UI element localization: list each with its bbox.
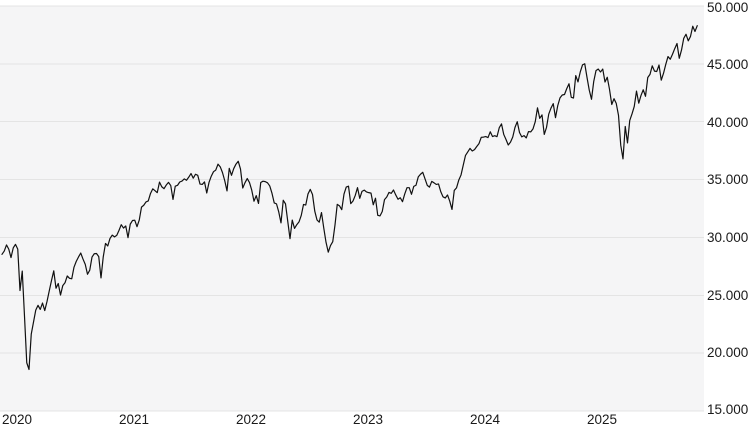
y-tick-15000: 15.000 (707, 402, 749, 417)
price-line-series (1, 25, 698, 371)
x-tick-2020: 2020 (2, 412, 33, 427)
y-tick-20000: 20.000 (707, 345, 749, 360)
y-tick-50000: 50.000 (707, 0, 749, 15)
x-tick-2021: 2021 (119, 412, 150, 427)
x-tick-2022: 2022 (236, 412, 267, 427)
plot-area-background (0, 6, 704, 411)
x-tick-2025: 2025 (587, 412, 618, 427)
y-tick-35000: 35.000 (707, 172, 749, 187)
y-tick-40000: 40.000 (707, 115, 749, 130)
y-tick-45000: 45.000 (707, 57, 749, 72)
x-tick-2024: 2024 (470, 412, 501, 427)
x-tick-2023: 2023 (353, 412, 384, 427)
horizontal-gridlines (0, 5, 704, 412)
y-tick-30000: 30.000 (707, 230, 749, 245)
y-tick-25000: 25.000 (707, 288, 749, 303)
